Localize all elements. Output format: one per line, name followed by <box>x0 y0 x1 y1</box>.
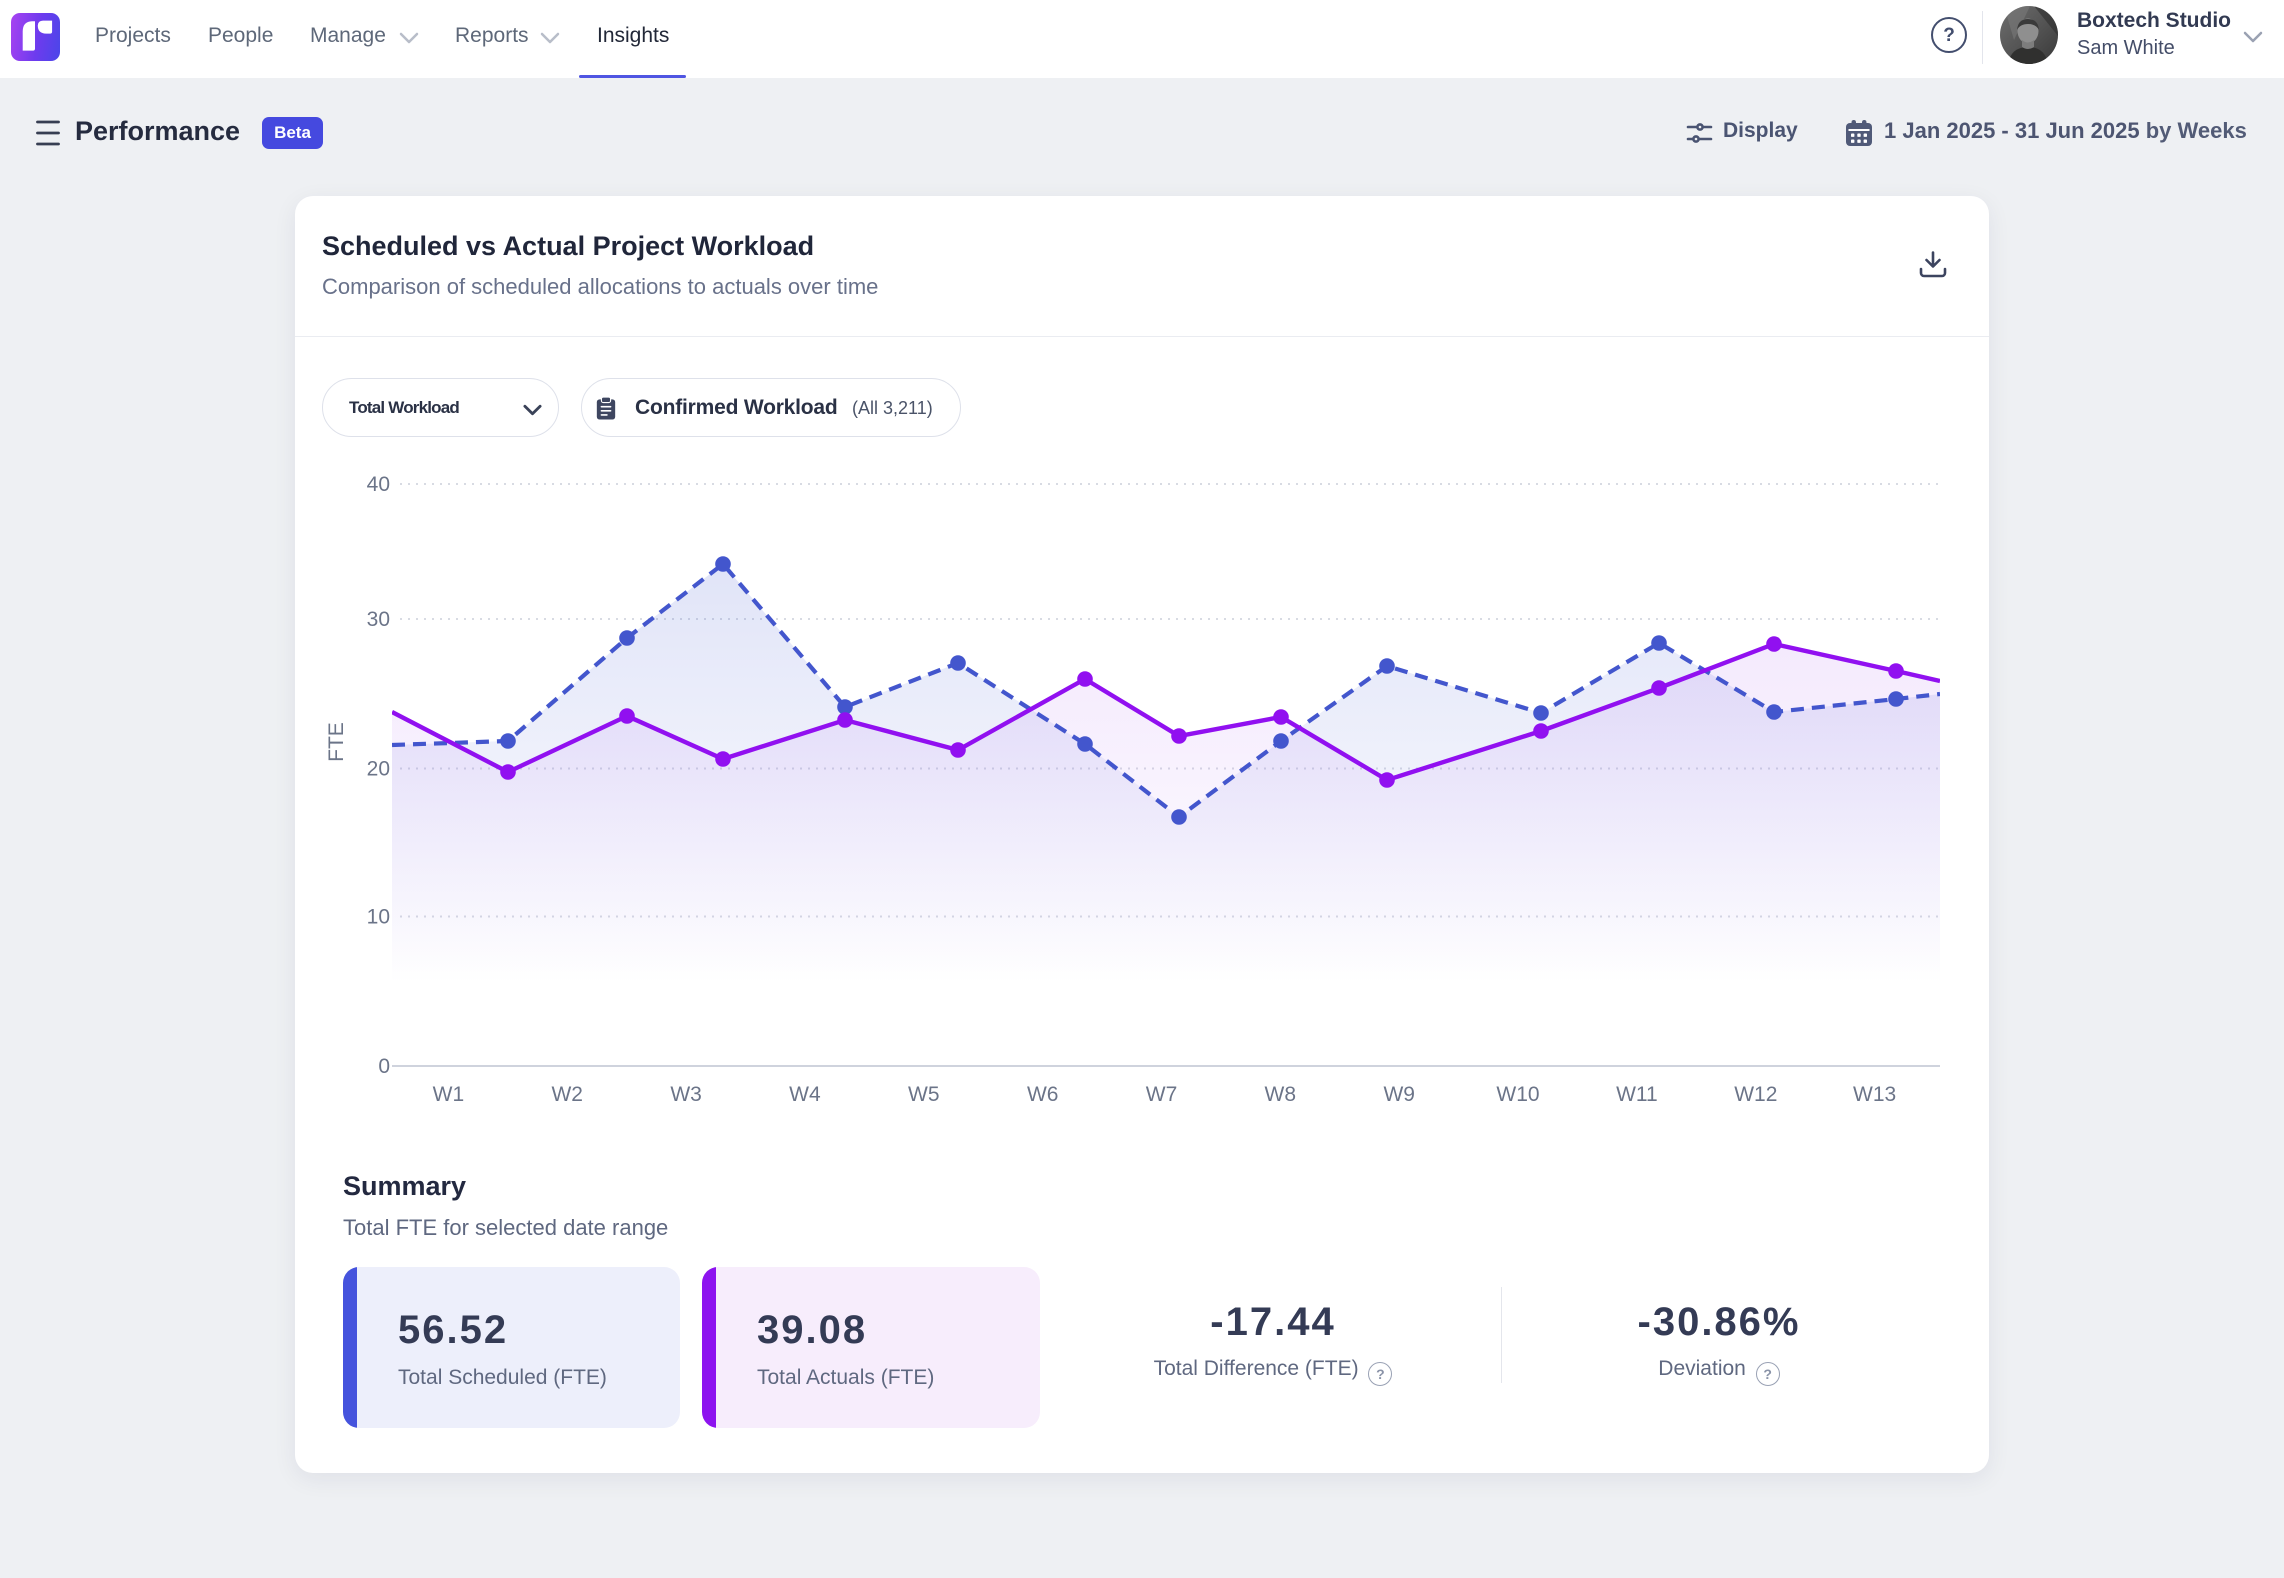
svg-text:W12: W12 <box>1734 1083 1777 1106</box>
svg-text:W9: W9 <box>1383 1083 1415 1106</box>
svg-text:W11: W11 <box>1616 1083 1658 1106</box>
svg-text:30: 30 <box>367 608 390 631</box>
svg-text:20: 20 <box>367 758 390 781</box>
svg-text:W1: W1 <box>433 1083 465 1106</box>
svg-text:W6: W6 <box>1027 1083 1059 1106</box>
svg-text:W10: W10 <box>1496 1083 1539 1106</box>
svg-text:W7: W7 <box>1146 1083 1178 1106</box>
svg-text:0: 0 <box>378 1055 390 1078</box>
svg-text:W5: W5 <box>908 1083 940 1106</box>
svg-text:W13: W13 <box>1853 1083 1896 1106</box>
svg-text:W2: W2 <box>551 1083 583 1106</box>
svg-text:FTE: FTE <box>325 722 348 762</box>
svg-text:10: 10 <box>367 906 390 929</box>
svg-text:W3: W3 <box>670 1083 702 1106</box>
svg-text:W4: W4 <box>789 1083 821 1106</box>
svg-text:40: 40 <box>367 473 390 496</box>
svg-text:W8: W8 <box>1265 1083 1297 1106</box>
